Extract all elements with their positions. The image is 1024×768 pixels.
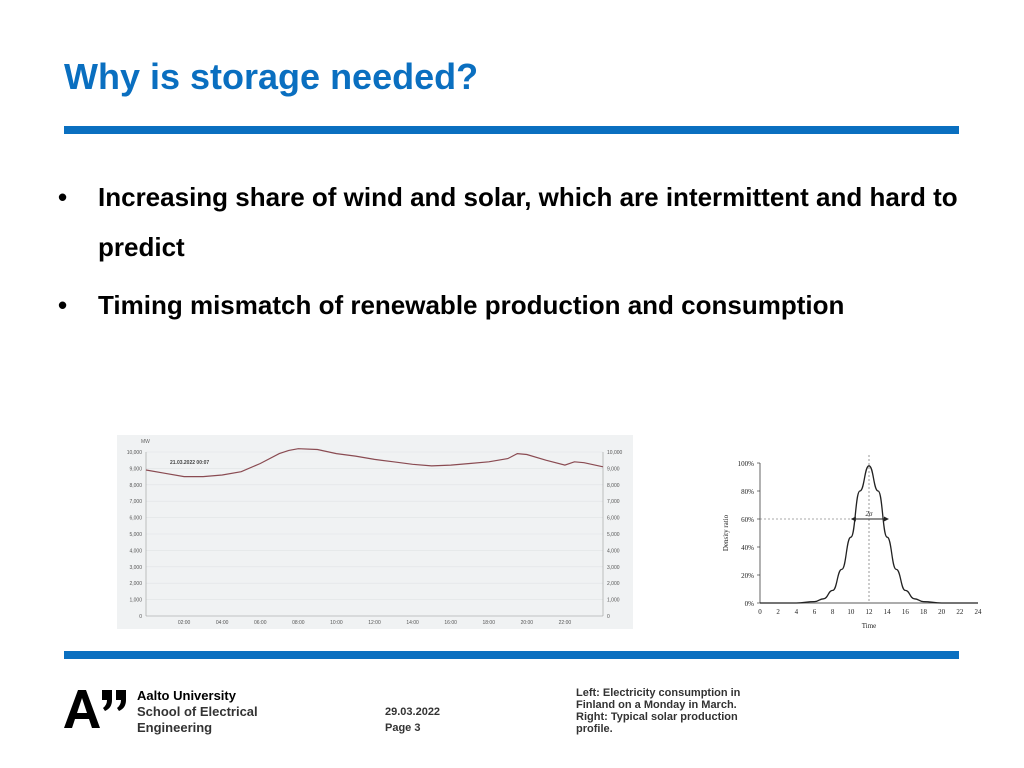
y-tick-label: 20% <box>741 572 754 580</box>
solar-curve <box>760 465 978 604</box>
y-tick-label: 8,000 <box>607 483 620 489</box>
bullet-marker: • <box>58 182 68 212</box>
y-tick-label: 9,000 <box>129 466 142 472</box>
school-line: Engineering <box>137 720 213 735</box>
y-tick-label: 7,000 <box>129 499 142 505</box>
x-tick-label: 8 <box>831 608 835 616</box>
y-tick-label: 0 <box>139 614 142 620</box>
caption-line: Right: Typical solar production <box>576 711 738 723</box>
x-tick-label: 20 <box>938 608 946 616</box>
y-tick-label: 4,000 <box>607 548 620 554</box>
bullet-item: • Increasing share of wind and solar, wh… <box>58 172 958 272</box>
chart-annotation: 21.03.2022 00:07 <box>170 460 209 466</box>
x-tick-label: 14:00 <box>406 620 419 626</box>
school-line: School of Electrical <box>137 704 258 719</box>
x-tick-label: 22:00 <box>559 620 572 626</box>
y-tick-label: 10,000 <box>607 450 623 456</box>
aalto-logo-icon <box>64 690 126 728</box>
slide-title: Why is storage needed? <box>64 56 479 97</box>
x-tick-label: 18 <box>920 608 928 616</box>
consumption-line <box>145 448 604 478</box>
y-tick-label: 2,000 <box>607 581 620 587</box>
x-tick-label: 12:00 <box>368 620 381 626</box>
solar-profile-chart: 0% 20% 40% 60% 80% 100% 0 2 4 6 8 10 12 14 16 18 20 22 24 T… <box>718 448 988 638</box>
x-axis-label: Time <box>862 622 877 630</box>
footer-meta: 29.03.2022 Page 3 <box>385 704 440 736</box>
solar-profile-chart-svg: 0%20%40%60%80%100%0 2 4 6 8 10 12 14 16 18 20 22 24T… <box>722 455 983 630</box>
figure-caption: Left: Electricity consumption in Finland… <box>576 687 756 735</box>
y-tick-label: 3,000 <box>607 565 620 571</box>
y-axis-label: MW <box>141 439 150 445</box>
caption-line: Left: Electricity consumption in <box>576 687 741 699</box>
bullet-list: • Increasing share of wind and solar, wh… <box>58 172 958 338</box>
x-tick-label: 22 <box>956 608 964 616</box>
y-tick-label: 1,000 <box>607 598 620 604</box>
x-tick-label: 02:00 <box>178 620 191 626</box>
y-tick-label: 0 <box>607 614 610 620</box>
x-tick-label: 12 <box>866 608 874 616</box>
x-tick-label: 24 <box>975 608 983 616</box>
x-tick-label: 08:00 <box>292 620 305 626</box>
y-tick-label: 3,000 <box>129 565 142 571</box>
page-number: Page 3 <box>385 722 421 734</box>
y-tick-label: 7,000 <box>607 499 620 505</box>
sigma-label: 2σ <box>866 510 874 518</box>
caption-line: Finland on a Monday in March. <box>576 699 737 711</box>
y-tick-label: 4,000 <box>129 548 142 554</box>
header-rule <box>64 126 959 134</box>
bullet-text: Timing mismatch of renewable production … <box>98 290 845 320</box>
x-tick-label: 10 <box>847 608 855 616</box>
x-tick-label: 0 <box>758 608 762 616</box>
x-tick-label: 16:00 <box>444 620 457 626</box>
bullet-item: • Timing mismatch of renewable productio… <box>58 280 958 330</box>
y-tick-label: 5,000 <box>129 532 142 538</box>
caption-line: profile. <box>576 723 613 735</box>
y-tick-label: 6,000 <box>607 516 620 522</box>
consumption-chart-svg: MW 0 0 1,000 1,000 2,000 2,000 3,000 3,000 4,000 4… <box>127 439 623 626</box>
y-tick-label: 2,000 <box>129 581 142 587</box>
y-tick-label: 9,000 <box>607 466 620 472</box>
x-tick-label: 10:00 <box>330 620 343 626</box>
y-tick-label: 40% <box>741 544 754 552</box>
y-tick-label: 0% <box>745 600 755 608</box>
bullet-marker: • <box>58 290 68 320</box>
x-tick-label: 06:00 <box>254 620 267 626</box>
x-tick-label: 04:00 <box>216 620 229 626</box>
y-tick-label: 60% <box>741 516 754 524</box>
y-tick-label: 10,000 <box>127 450 143 456</box>
x-tick-label: 2 <box>776 608 780 616</box>
footer-rule <box>64 651 959 659</box>
y-tick-label: 5,000 <box>607 532 620 538</box>
y-tick-label: 6,000 <box>129 516 142 522</box>
arrow-head-right-icon <box>883 516 889 522</box>
university-name: Aalto University School of Electrical En… <box>137 688 258 736</box>
x-tick-label: 20:00 <box>521 620 534 626</box>
arrow-head-left-icon <box>850 516 856 522</box>
y-tick-label: 100% <box>738 460 755 468</box>
x-tick-label: 6 <box>813 608 817 616</box>
consumption-chart: MW 0 0 1,000 1,000 2,000 2,000 3,000 3,000 4,000 4… <box>117 435 633 629</box>
footer-date: 29.03.2022 <box>385 706 441 718</box>
x-tick-label: 18:00 <box>482 620 495 626</box>
bullet-text: Increasing share of wind and solar, whic… <box>98 182 958 262</box>
university-line: Aalto University <box>137 688 236 703</box>
y-tick-label: 1,000 <box>129 598 142 604</box>
x-tick-label: 14 <box>884 608 892 616</box>
y-axis-label: Density ratio <box>722 514 730 551</box>
x-tick-label: 16 <box>902 608 910 616</box>
y-tick-label: 80% <box>741 488 754 496</box>
x-tick-label: 4 <box>795 608 799 616</box>
y-tick-label: 8,000 <box>129 483 142 489</box>
